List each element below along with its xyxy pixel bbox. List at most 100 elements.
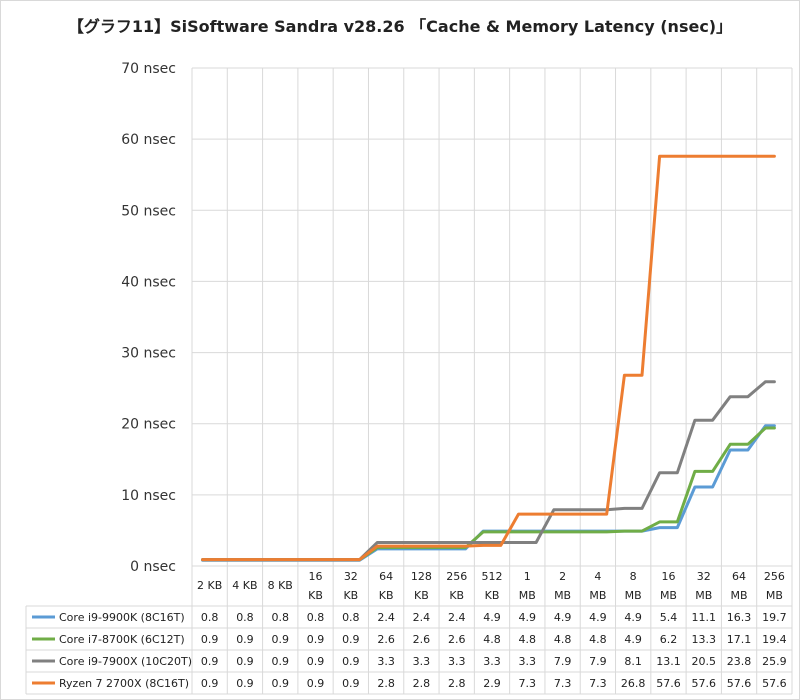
table-cell-value: 23.8 (727, 655, 752, 668)
table-cell-value: 0.9 (271, 633, 289, 646)
x-category-label: 2 KB (197, 579, 222, 592)
x-category-label: 2 (559, 570, 566, 583)
table-cell-value: 0.9 (342, 633, 360, 646)
table-cell-value: 2.6 (448, 633, 466, 646)
table-cell-value: 4.8 (589, 633, 607, 646)
table-cell-value: 2.6 (413, 633, 431, 646)
y-tick-label: 20 nsec (121, 417, 176, 433)
table-cell-value: 2.8 (448, 677, 466, 690)
table-cell-value: 57.6 (727, 677, 752, 690)
table-cell-value: 7.3 (554, 677, 572, 690)
table-cell-value: 57.6 (762, 677, 787, 690)
table-cell-value: 19.7 (762, 611, 787, 624)
y-tick-label: 10 nsec (121, 488, 176, 504)
table-cell-value: 16.3 (727, 611, 752, 624)
table-cell-value: 19.4 (762, 633, 787, 646)
table-cell-value: 4.9 (624, 633, 642, 646)
table-cell-value: 25.9 (762, 655, 787, 668)
table-cell-value: 5.4 (660, 611, 678, 624)
table-cell-value: 0.8 (201, 611, 219, 624)
legend-series-name: Ryzen 7 2700X (8C16T) (59, 677, 189, 690)
legend-series-name: Core i9-7900X (10C20T) (59, 655, 192, 668)
x-category-label: 1 (524, 570, 531, 583)
x-category-unit: KB (414, 589, 429, 602)
table-cell-value: 4.9 (589, 611, 607, 624)
table-cell-value: 17.1 (727, 633, 752, 646)
table-cell-value: 0.9 (201, 633, 219, 646)
table-cell-value: 20.5 (692, 655, 717, 668)
x-category-unit: MB (731, 589, 748, 602)
table-cell-value: 0.8 (236, 611, 254, 624)
x-category-unit: KB (308, 589, 323, 602)
table-cell-value: 3.3 (448, 655, 466, 668)
y-tick-label: 50 nsec (121, 203, 176, 219)
y-axis-ticks: 0 nsec 10 nsec 20 nsec 30 nsec 40 nsec 50 nse… (121, 61, 176, 575)
table-cell-value: 2.6 (377, 633, 395, 646)
table-cell-value: 26.8 (621, 677, 646, 690)
table-cell-value: 4.9 (624, 611, 642, 624)
table-cell-value: 0.9 (307, 655, 325, 668)
table-cell-value: 0.9 (307, 633, 325, 646)
table-cell-value: 57.6 (692, 677, 717, 690)
table-cell-value: 57.6 (656, 677, 681, 690)
x-category-label: 32 (697, 570, 711, 583)
x-category-label: 8 (630, 570, 637, 583)
table-cell-value: 4.8 (519, 633, 537, 646)
table-cell-value: 3.3 (519, 655, 537, 668)
x-category-label: 256 (446, 570, 467, 583)
x-category-label: 16 (661, 570, 675, 583)
table-cell-value: 4.9 (483, 611, 501, 624)
x-category-unit: MB (695, 589, 712, 602)
chart-title: 【グラフ11】SiSoftware Sandra v28.26 「Cache &… (68, 17, 732, 36)
table-cell-value: 0.9 (271, 655, 289, 668)
table-cell-value: 7.3 (589, 677, 607, 690)
x-category-label: 64 (379, 570, 393, 583)
table-cell-value: 2.4 (413, 611, 431, 624)
grid (191, 67, 793, 694)
x-category-unit: KB (379, 589, 394, 602)
table-cell-value: 7.9 (554, 655, 572, 668)
legend-series-name: Core i7-8700K (6C12T) (59, 633, 185, 646)
table-cell-value: 3.3 (413, 655, 431, 668)
table-cell-value: 7.3 (519, 677, 537, 690)
table-cell-value: 13.3 (692, 633, 717, 646)
x-category-label: 16 (309, 570, 323, 583)
table-cell-value: 0.9 (201, 655, 219, 668)
table-cell-value: 6.2 (660, 633, 678, 646)
x-category-label: 256 (764, 570, 785, 583)
x-category-label: 4 (594, 570, 601, 583)
table-cell-value: 4.8 (554, 633, 572, 646)
table-cell-value: 0.9 (342, 655, 360, 668)
data-table: 2 KB 4 KB 8 KB16KB32KB64KB128KB256KB512KB1… (25, 570, 792, 695)
x-category-label: 64 (732, 570, 746, 583)
table-cell-value: 8.1 (624, 655, 642, 668)
x-category-unit: MB (519, 589, 536, 602)
table-cell-value: 13.1 (656, 655, 681, 668)
table-cell-value: 0.9 (236, 655, 254, 668)
y-tick-label: 70 nsec (121, 61, 176, 77)
table-cell-value: 0.9 (307, 677, 325, 690)
table-cell-value: 2.8 (413, 677, 431, 690)
x-category-label: 4 KB (232, 579, 257, 592)
x-category-unit: KB (343, 589, 358, 602)
series-lines (201, 154, 776, 562)
table-cell-value: 3.3 (483, 655, 501, 668)
x-category-label: 32 (344, 570, 358, 583)
table-cell-value: 2.9 (483, 677, 501, 690)
table-cell-value: 0.9 (271, 677, 289, 690)
y-tick-label: 30 nsec (121, 346, 176, 362)
x-category-unit: MB (554, 589, 571, 602)
table-cell-value: 0.9 (201, 677, 219, 690)
x-category-unit: MB (625, 589, 642, 602)
table-cell-value: 4.9 (519, 611, 537, 624)
table-cell-value: 0.8 (307, 611, 325, 624)
table-cell-value: 2.4 (448, 611, 466, 624)
x-category-unit: MB (660, 589, 677, 602)
x-category-unit: MB (766, 589, 783, 602)
table-cell-value: 4.9 (554, 611, 572, 624)
table-cell-value: 0.9 (342, 677, 360, 690)
table-cell-value: 0.8 (271, 611, 289, 624)
x-category-label: 128 (411, 570, 432, 583)
